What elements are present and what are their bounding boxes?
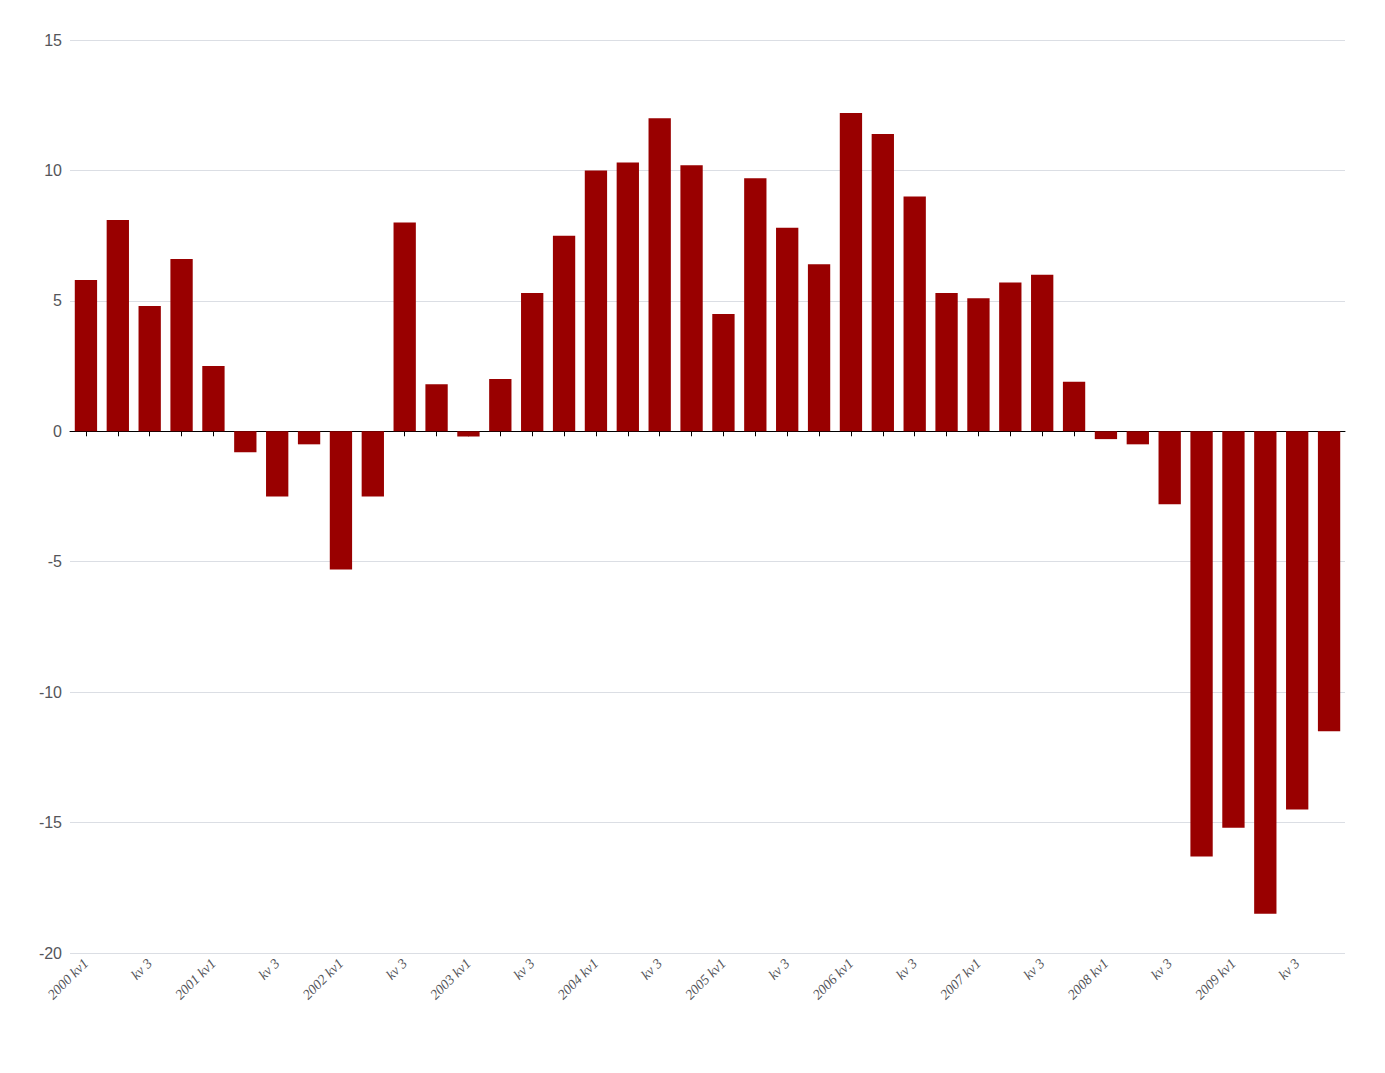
svg-text:kv 3: kv 3 <box>1276 956 1303 983</box>
svg-text:15: 15 <box>44 32 62 49</box>
svg-text:2009 kv1: 2009 kv1 <box>1192 956 1239 1003</box>
svg-text:kv 3: kv 3 <box>511 956 538 983</box>
svg-text:2000 kv1: 2000 kv1 <box>45 956 92 1003</box>
svg-text:kv 3: kv 3 <box>256 956 283 983</box>
svg-text:2007 kv1: 2007 kv1 <box>937 956 984 1003</box>
svg-text:2002 kv1: 2002 kv1 <box>300 956 347 1003</box>
svg-text:kv 3: kv 3 <box>1021 956 1048 983</box>
svg-text:10: 10 <box>44 162 62 179</box>
svg-text:-5: -5 <box>48 553 62 570</box>
svg-text:-15: -15 <box>39 814 62 831</box>
svg-text:2001 kv1: 2001 kv1 <box>172 956 219 1003</box>
svg-text:-20: -20 <box>39 945 62 962</box>
svg-text:0: 0 <box>53 423 62 440</box>
svg-text:kv 3: kv 3 <box>383 956 410 983</box>
svg-text:kv 3: kv 3 <box>638 956 665 983</box>
svg-text:kv 3: kv 3 <box>766 956 793 983</box>
svg-text:-10: -10 <box>39 684 62 701</box>
svg-text:5: 5 <box>53 292 62 309</box>
svg-text:2008 kv1: 2008 kv1 <box>1065 956 1112 1003</box>
svg-text:2006 kv1: 2006 kv1 <box>810 956 857 1003</box>
svg-text:2005 kv1: 2005 kv1 <box>682 956 729 1003</box>
svg-text:2003 kv1: 2003 kv1 <box>427 956 474 1003</box>
svg-text:kv 3: kv 3 <box>1148 956 1175 983</box>
svg-text:2004 kv1: 2004 kv1 <box>555 956 602 1003</box>
svg-text:kv 3: kv 3 <box>128 956 155 983</box>
svg-text:kv 3: kv 3 <box>893 956 920 983</box>
